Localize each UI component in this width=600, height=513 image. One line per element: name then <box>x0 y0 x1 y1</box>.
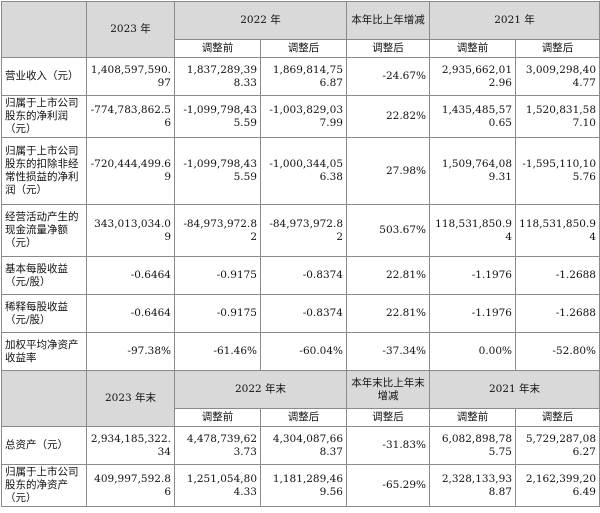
header-2022: 2022 年 <box>174 1 347 40</box>
table-row: 加权平均净资产收益率 -97.38% -61.46% -60.04% -37.34% 0.… <box>1 332 600 371</box>
cell-v2022-before: 1,837,289,398.33 <box>174 57 261 96</box>
table-row: 基本每股收益（元/股） -0.6464 -0.9175 -0.8374 22.81% -1… <box>1 256 600 295</box>
row-label: 归属于上市公司股东的扣除非经常性损益的净利润（元） <box>1 137 87 205</box>
header2-2021: 2021 年末 <box>429 370 600 409</box>
table-row: 归属于上市公司股东的扣除非经常性损益的净利润（元） -720,444,499.69… <box>1 137 600 205</box>
cell-change: 22.82% <box>346 95 430 138</box>
header2-change-after: 调整后 <box>346 408 430 427</box>
table-row: 总资产（元） 2,934,185,322.34 4,478,739,623.73 4,… <box>1 426 600 465</box>
cell-v2021-after: -52.80% <box>515 332 600 371</box>
income-section: 营业收入（元） 1,408,597,590.97 1,837,289,398.33 1… <box>1 57 600 371</box>
cell-v2022-before: 1,251,054,804.33 <box>174 464 261 507</box>
row-label: 归属于上市公司股东的净利润（元） <box>1 95 87 138</box>
header2-2022-before: 调整前 <box>174 408 261 427</box>
header2-2021-before: 调整前 <box>429 408 516 427</box>
cell-v2022-after: -1,000,344,056.38 <box>260 137 347 205</box>
cell-v2023: -720,444,499.69 <box>86 137 175 205</box>
cell-v2021-after: -1.2688 <box>515 256 600 295</box>
cell-v2021-after: -1,595,110,105.76 <box>515 137 600 205</box>
cell-v2022-before: -0.9175 <box>174 256 261 295</box>
cell-v2021-before: 0.00% <box>429 332 516 371</box>
header-2022-before: 调整前 <box>174 39 261 58</box>
cell-change: -24.67% <box>346 57 430 96</box>
cell-v2022-after: 4,304,087,668.37 <box>260 426 347 465</box>
cell-change: 27.98% <box>346 137 430 205</box>
header-blank-cell <box>1 1 87 58</box>
header-2021-before: 调整前 <box>429 39 516 58</box>
cell-v2023: -0.6464 <box>86 294 175 333</box>
cell-v2022-before: -0.9175 <box>174 294 261 333</box>
cell-v2021-after: 118,531,850.94 <box>515 204 600 257</box>
header-2022-after: 调整后 <box>260 39 347 58</box>
cell-v2021-before: 2,328,133,938.87 <box>429 464 516 507</box>
cell-v2021-before: 118,531,850.94 <box>429 204 516 257</box>
header-change-after: 调整后 <box>346 39 430 58</box>
header2-blank-cell <box>1 370 87 427</box>
cell-v2022-before: -61.46% <box>174 332 261 371</box>
cell-v2021-before: -1.1976 <box>429 256 516 295</box>
balance-section: 总资产（元） 2,934,185,322.34 4,478,739,623.73 4,… <box>1 426 600 507</box>
cell-v2022-after: 1,181,289,469.56 <box>260 464 347 507</box>
table-row: 经营活动产生的现金流量净额（元） 343,013,034.09 -84,973,97… <box>1 204 600 257</box>
cell-v2023: 2,934,185,322.34 <box>86 426 175 465</box>
cell-v2021-before: 1,435,485,570.65 <box>429 95 516 138</box>
header2-2023: 2023 年末 <box>86 370 175 427</box>
row-label: 基本每股收益（元/股） <box>1 256 87 295</box>
table-row: 稀释每股收益（元/股） -0.6464 -0.9175 -0.8374 22.81% -1… <box>1 294 600 333</box>
header2-2022: 2022 年末 <box>174 370 347 409</box>
cell-v2022-before: -1,099,798,435.59 <box>174 95 261 138</box>
cell-change: 503.67% <box>346 204 430 257</box>
cell-v2022-after: -0.8374 <box>260 294 347 333</box>
cell-v2021-before: 2,935,662,012.96 <box>429 57 516 96</box>
cell-v2021-after: 1,520,831,587.10 <box>515 95 600 138</box>
cell-change: 22.81% <box>346 256 430 295</box>
cell-v2022-after: -84,973,972.82 <box>260 204 347 257</box>
cell-v2022-before: -84,973,972.82 <box>174 204 261 257</box>
cell-v2021-after: -1.2688 <box>515 294 600 333</box>
header2-2021-after: 调整后 <box>515 408 600 427</box>
cell-v2021-after: 5,729,287,086.27 <box>515 426 600 465</box>
header-2023: 2023 年 <box>86 1 175 58</box>
row-label: 营业收入（元） <box>1 57 87 96</box>
cell-v2022-after: 1,869,814,756.87 <box>260 57 347 96</box>
cell-change: -65.29% <box>346 464 430 507</box>
cell-v2021-after: 2,162,399,206.49 <box>515 464 600 507</box>
header-row-adjust: 调整前 调整后 调整后 调整前 调整后 <box>2 39 600 58</box>
table-row: 归属于上市公司股东的净资产（元） 409,997,592.86 1,251,054,… <box>1 464 600 507</box>
cell-v2023: 343,013,034.09 <box>86 204 175 257</box>
cell-v2022-before: 4,478,739,623.73 <box>174 426 261 465</box>
cell-v2023: -774,783,862.56 <box>86 95 175 138</box>
cell-v2022-after: -0.8374 <box>260 256 347 295</box>
header-row-years: 2023 年 2022 年 本年比上年增减 2021 年 <box>1 1 600 58</box>
row-label: 加权平均净资产收益率 <box>1 332 87 371</box>
header-2021-after: 调整后 <box>515 39 600 58</box>
cell-v2023: 409,997,592.86 <box>86 464 175 507</box>
header-change: 本年比上年增减 <box>346 1 430 40</box>
cell-v2023: -0.6464 <box>86 256 175 295</box>
header-row-year-end: 2023 年末 2022 年末 本年末比上年末增减 2021 年末 <box>1 370 600 427</box>
table-row: 营业收入（元） 1,408,597,590.97 1,837,289,398.33 1… <box>1 57 600 96</box>
cell-v2021-before: -1.1976 <box>429 294 516 333</box>
cell-v2022-after: -60.04% <box>260 332 347 371</box>
cell-change: -31.83% <box>346 426 430 465</box>
cell-v2022-after: -1,003,829,037.99 <box>260 95 347 138</box>
cell-v2023: -97.38% <box>86 332 175 371</box>
cell-v2021-before: 1,509,764,089.31 <box>429 137 516 205</box>
row-label: 经营活动产生的现金流量净额（元） <box>1 204 87 257</box>
header2-2022-after: 调整后 <box>260 408 347 427</box>
cell-v2021-after: 3,009,298,404.77 <box>515 57 600 96</box>
row-label: 稀释每股收益（元/股） <box>1 294 87 333</box>
row-label: 总资产（元） <box>1 426 87 465</box>
row-label: 归属于上市公司股东的净资产（元） <box>1 464 87 507</box>
cell-v2023: 1,408,597,590.97 <box>86 57 175 96</box>
header2-change: 本年末比上年末增减 <box>346 370 430 409</box>
header-2021: 2021 年 <box>429 1 600 40</box>
cell-change: -37.34% <box>346 332 430 371</box>
table-row: 归属于上市公司股东的净利润（元） -774,783,862.56 -1,099,79… <box>1 95 600 138</box>
cell-v2021-before: 6,082,898,785.75 <box>429 426 516 465</box>
cell-v2022-before: -1,099,798,435.59 <box>174 137 261 205</box>
cell-change: 22.81% <box>346 294 430 333</box>
